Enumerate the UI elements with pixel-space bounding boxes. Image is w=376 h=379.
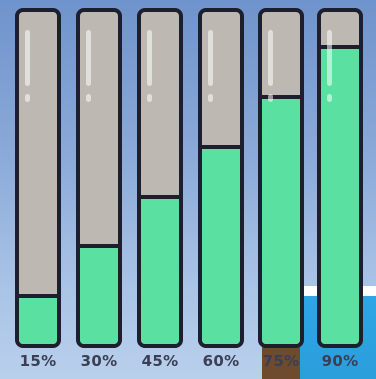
shine-highlight <box>147 94 152 102</box>
progress-bar-3 <box>137 8 183 348</box>
progress-fill <box>262 95 300 344</box>
progress-bar-2 <box>76 8 122 348</box>
percent-label-1: 15% <box>19 352 57 370</box>
progress-bar-1 <box>15 8 61 348</box>
shine-highlight <box>327 94 332 102</box>
shine-highlight <box>327 30 332 86</box>
shine-highlight <box>86 94 91 102</box>
progress-fill <box>80 244 118 344</box>
progress-bar-6 <box>317 8 363 348</box>
percent-label-4: 60% <box>202 352 240 370</box>
percent-label-2: 30% <box>80 352 118 370</box>
percent-label-6: 90% <box>321 352 359 370</box>
shine-highlight <box>25 30 30 86</box>
shine-highlight <box>86 30 91 86</box>
progress-fill <box>141 194 179 344</box>
progress-fill <box>321 45 359 344</box>
shine-highlight <box>25 94 30 102</box>
shine-highlight <box>147 30 152 86</box>
shine-highlight <box>208 94 213 102</box>
progress-fill <box>19 294 57 344</box>
percent-label-3: 45% <box>141 352 179 370</box>
percent-label-5: 75% <box>262 352 300 370</box>
shine-highlight <box>208 30 213 86</box>
shine-highlight <box>268 30 273 86</box>
progress-bar-4 <box>198 8 244 348</box>
progress-fill <box>202 144 240 344</box>
progress-bar-5 <box>258 8 304 348</box>
shine-highlight <box>268 94 273 102</box>
